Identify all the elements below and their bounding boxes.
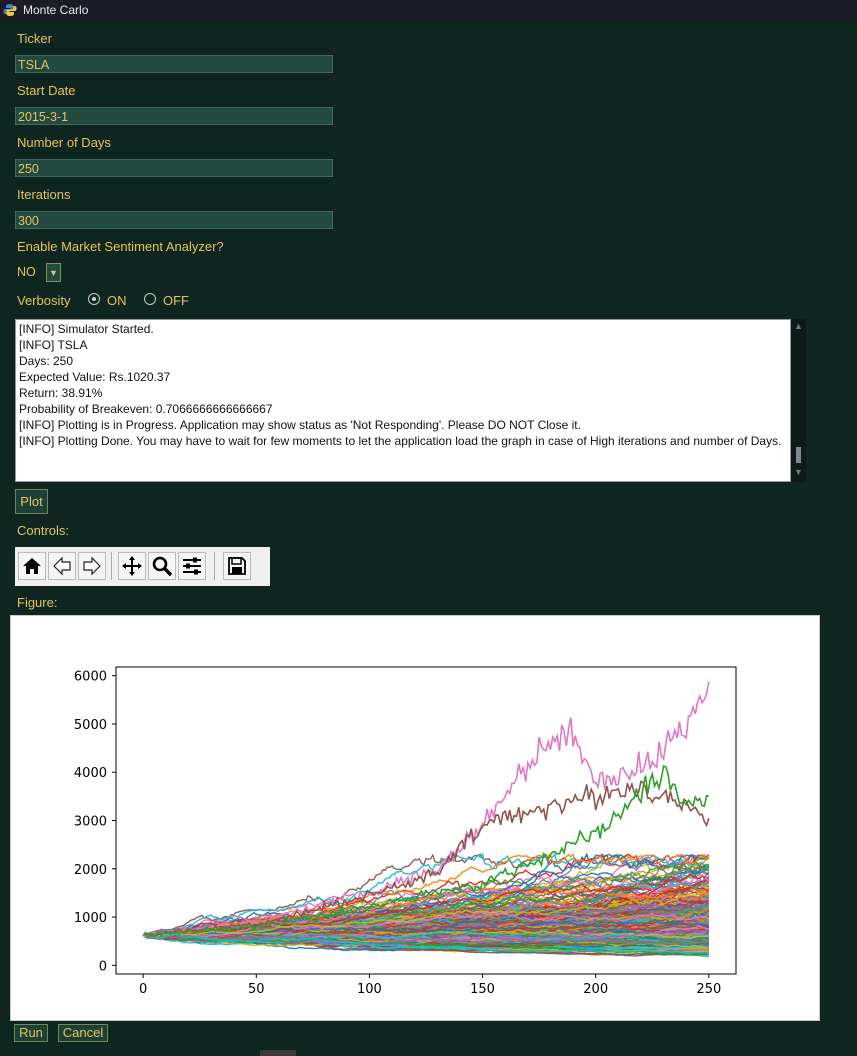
log-line: [INFO] Plotting Done. You may have to wa…: [19, 434, 782, 448]
log-scrollbar[interactable]: ▲ ▼: [791, 319, 806, 482]
log-line: [INFO] Simulator Started.: [19, 322, 154, 336]
sentiment-dropdown-value: NO: [17, 265, 36, 279]
simulation-path: [143, 852, 710, 937]
log-output[interactable]: [INFO] Simulator Started. [INFO] TSLA Da…: [15, 319, 791, 482]
home-icon: [23, 558, 41, 574]
toolbar-separator: [214, 552, 215, 580]
simulation-path: [143, 910, 710, 938]
run-button[interactable]: Run: [14, 1024, 48, 1042]
iterations-label: Iterations: [17, 187, 71, 202]
verbosity-off-radio[interactable]: [144, 293, 156, 305]
save-icon: [228, 557, 246, 575]
figure-label: Figure:: [17, 595, 58, 610]
simulation-path: [143, 932, 709, 945]
log-line: [INFO] TSLA: [19, 338, 88, 352]
pan-icon: [122, 556, 142, 576]
x-tick-label: 50: [248, 982, 265, 997]
monte-carlo-chart: 0 50 100 150 200 250 0 1000 2000 3000 4000 5000 6000: [74, 666, 737, 997]
plot-button[interactable]: Plot: [15, 489, 48, 514]
forward-icon: [83, 556, 101, 576]
series-line-green: [142, 764, 710, 939]
python-app-icon: [3, 4, 17, 16]
forward-button[interactable]: [78, 552, 106, 580]
x-tick-label: 250: [696, 982, 721, 997]
window-title: Monte Carlo: [23, 3, 89, 17]
days-input[interactable]: [15, 159, 333, 177]
window-titlebar: Monte Carlo: [0, 0, 857, 20]
start-date-input[interactable]: [15, 107, 333, 125]
x-tick-label: 200: [583, 982, 608, 997]
plot-toolbar: [15, 547, 270, 586]
verbosity-on-radio[interactable]: [88, 293, 100, 305]
figure-canvas[interactable]: 0 50 100 150 200 250 0 1000 2000 3000 4000 5000 6000: [10, 615, 820, 1021]
verbosity-label: Verbosity: [17, 293, 71, 308]
x-tick-label: 150: [470, 982, 495, 997]
simulation-path: [143, 933, 709, 955]
y-tick-label: 0: [99, 959, 107, 974]
series-line-brown: [142, 780, 710, 938]
y-tick-label: 4000: [74, 766, 107, 781]
scroll-thumb[interactable]: [796, 447, 801, 463]
simulation-path: [143, 852, 710, 937]
ticker-input[interactable]: [15, 55, 333, 73]
start-date-label: Start Date: [17, 83, 76, 98]
back-icon: [53, 556, 71, 576]
controls-label: Controls:: [17, 523, 70, 538]
toolbar-separator: [111, 552, 112, 580]
y-tick-label: 5000: [74, 718, 107, 733]
y-tick-label: 1000: [74, 911, 107, 926]
simulation-path: [143, 853, 710, 937]
x-tick-label: 100: [357, 982, 382, 997]
simulation-path: [143, 932, 709, 948]
sentiment-label: Enable Market Sentiment Analyzer?: [17, 239, 224, 254]
y-tick-label: 6000: [74, 670, 107, 685]
configure-button[interactable]: [178, 552, 206, 580]
log-line: [INFO] Plotting is in Progress. Applicat…: [19, 418, 581, 432]
cancel-button[interactable]: Cancel: [58, 1024, 108, 1042]
log-line: Expected Value: Rs.1020.37: [19, 370, 171, 384]
simulation-path: [142, 934, 709, 947]
log-line: Probability of Breakeven: 0.706666666666…: [19, 402, 273, 416]
days-label: Number of Days: [17, 135, 111, 150]
back-button[interactable]: [48, 552, 76, 580]
scroll-down-icon[interactable]: ▼: [794, 467, 803, 477]
y-tick-label: 3000: [74, 815, 107, 830]
log-line: Days: 250: [19, 354, 74, 368]
pan-button[interactable]: [118, 552, 146, 580]
chevron-down-icon[interactable]: ▼: [46, 263, 61, 282]
taskbar-stub: [260, 1050, 296, 1056]
zoom-icon: [152, 556, 173, 577]
verbosity-off-label[interactable]: OFF: [163, 293, 189, 308]
save-button[interactable]: [223, 552, 251, 580]
simulation-path: [143, 892, 709, 938]
x-tick-label: 0: [139, 982, 147, 997]
configure-icon: [183, 557, 201, 575]
y-tick-label: 2000: [74, 863, 107, 878]
iterations-input[interactable]: [15, 211, 333, 229]
ticker-label: Ticker: [17, 31, 52, 46]
zoom-button[interactable]: [148, 552, 176, 580]
verbosity-on-label[interactable]: ON: [107, 293, 127, 308]
log-line: Return: 38.91%: [19, 386, 103, 400]
scroll-up-icon[interactable]: ▲: [794, 321, 803, 331]
home-button[interactable]: [18, 552, 46, 580]
simulation-path: [143, 898, 709, 940]
